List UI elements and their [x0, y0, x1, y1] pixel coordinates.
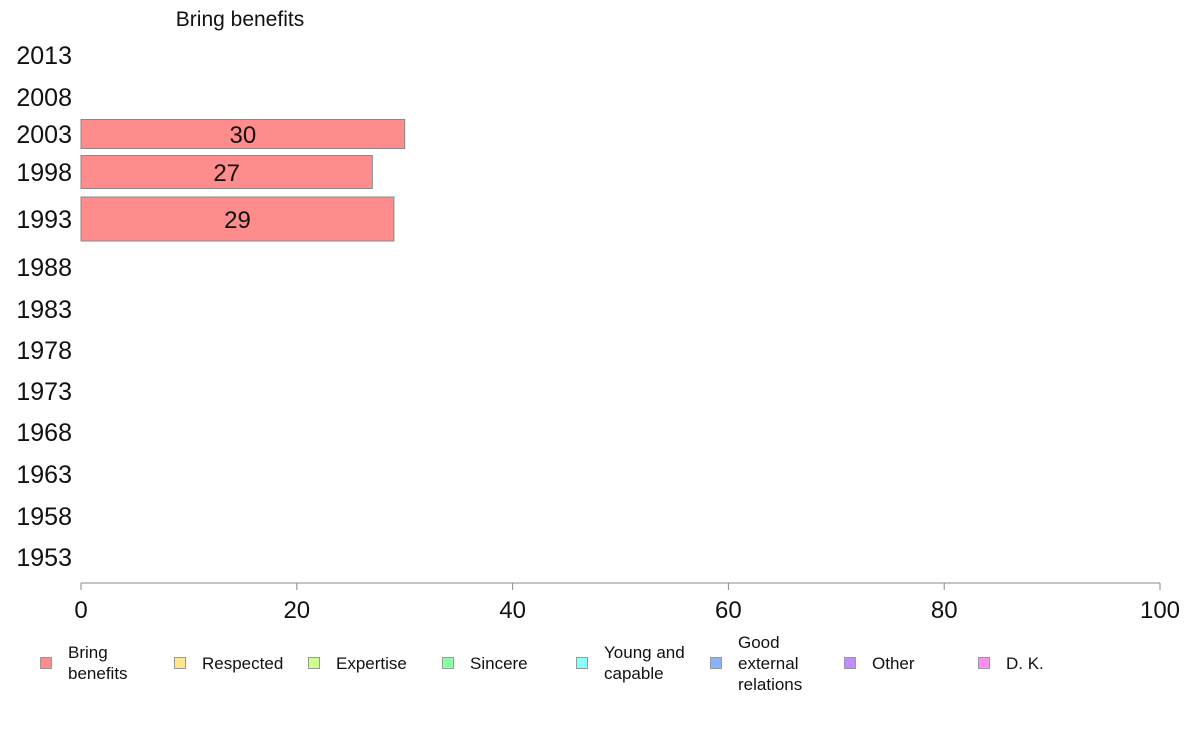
legend-swatch — [442, 657, 454, 669]
bar-chart: Bring benefits 2013 2008 2003 1998 1993 1988 1… — [16, 8, 1180, 624]
year-label-2008: 2008 — [16, 84, 72, 112]
legend-label: Expertise — [336, 653, 407, 673]
x-tick-label-0: 0 — [74, 597, 87, 624]
year-label-1953: 1953 — [16, 544, 72, 572]
legend-label: Bring benefits — [68, 643, 128, 683]
year-label-1958: 1958 — [16, 503, 72, 531]
year-label-1978: 1978 — [16, 337, 72, 365]
bar-2003 — [80, 119, 406, 149]
year-label-1973: 1973 — [16, 378, 72, 406]
x-tick-label-20: 20 — [283, 597, 310, 624]
year-label-1988: 1988 — [16, 254, 72, 282]
bar-value-label-1993: 29 — [224, 207, 251, 234]
legend-swatch — [174, 657, 186, 669]
legend-swatch — [978, 657, 990, 669]
year-label-2013: 2013 — [16, 42, 72, 70]
x-tick-label-80: 80 — [931, 597, 958, 624]
legend-item-2: Expertise — [308, 628, 407, 698]
legend-item-4: Young and capable — [576, 628, 685, 698]
x-axis: 0 20 40 60 80 100 — [74, 582, 1180, 624]
legend-label: Respected — [202, 653, 284, 673]
x-tick-label-100: 100 — [1140, 597, 1180, 624]
legend: Bring benefits Respected Expertise Sincere Y… — [0, 628, 1188, 708]
legend-swatch — [576, 657, 588, 669]
year-label-1998: 1998 — [16, 159, 72, 187]
legend-label: Good external relations — [738, 632, 803, 694]
legend-swatch — [844, 657, 856, 669]
legend-label: Young and capable — [604, 643, 685, 683]
bar-value-label-1998: 27 — [213, 160, 240, 187]
legend-item-7: D. K. — [978, 628, 1044, 698]
legend-swatch — [40, 657, 52, 669]
year-label-1993: 1993 — [16, 206, 72, 234]
legend-swatch — [710, 657, 722, 669]
legend-item-6: Other — [844, 628, 915, 698]
bars: 30 27 29 — [80, 119, 406, 242]
year-labels: 2013 2008 2003 1998 1993 1988 1983 1978 1973 1968… — [16, 42, 72, 572]
chart-title: Bring benefits — [176, 8, 304, 31]
year-label-2003: 2003 — [16, 121, 72, 149]
bar-1998 — [80, 155, 373, 189]
year-label-1968: 1968 — [16, 419, 72, 447]
legend-swatch — [308, 657, 320, 669]
legend-label: Other — [872, 653, 915, 673]
bar-value-label-2003: 30 — [229, 122, 256, 149]
legend-item-1: Respected — [174, 628, 283, 698]
year-label-1963: 1963 — [16, 461, 72, 489]
legend-label: Sincere — [470, 653, 528, 673]
legend-item-3: Sincere — [442, 628, 528, 698]
bar-1993 — [80, 196, 395, 242]
legend-label: D. K. — [1006, 653, 1044, 673]
legend-item-5: Good external relations — [710, 628, 802, 698]
year-label-1983: 1983 — [16, 296, 72, 324]
x-tick-label-60: 60 — [715, 597, 742, 624]
legend-item-0: Bring benefits — [40, 628, 128, 698]
x-tick-label-40: 40 — [499, 597, 526, 624]
